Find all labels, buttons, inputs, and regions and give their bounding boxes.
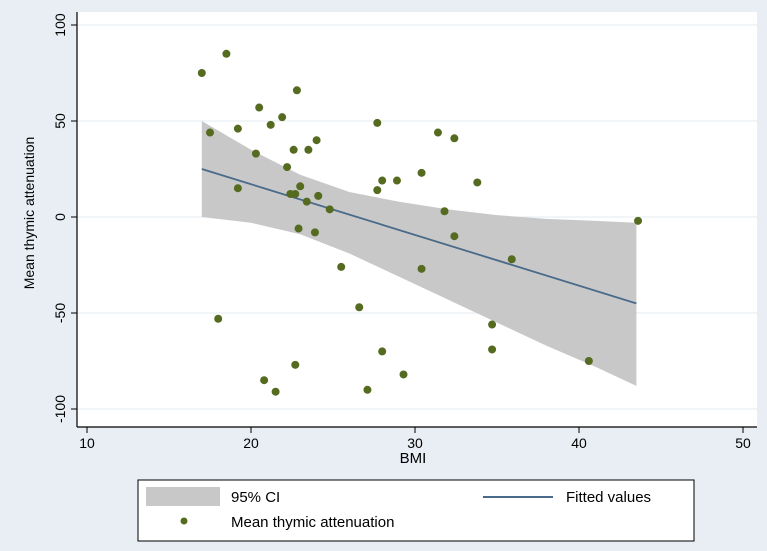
x-tick-label: 40 <box>571 435 587 451</box>
scatter-point <box>440 207 449 216</box>
legend-ci-swatch <box>146 487 220 506</box>
y-ticks-layer: -100 -50 0 50 100 <box>52 13 77 423</box>
scatter-point <box>233 124 242 133</box>
fit-line <box>201 168 637 305</box>
scatter-point <box>355 303 364 312</box>
legend-fit-label: Fitted values <box>566 489 651 506</box>
ci-band-layer <box>201 121 637 386</box>
scatter-point <box>473 178 482 187</box>
scatter-point <box>399 370 408 379</box>
scatter-point <box>363 385 372 394</box>
scatter-point <box>197 69 206 77</box>
scatter-point <box>291 360 300 369</box>
scatter-point <box>251 149 260 158</box>
scatter-point <box>450 232 459 241</box>
scatter-point <box>488 320 497 329</box>
scatter-point <box>283 163 292 172</box>
y-tick-label: 100 <box>52 13 68 37</box>
scatter-point <box>294 224 303 233</box>
scatter-point <box>417 168 426 177</box>
scatter-point <box>292 86 301 95</box>
axes-layer <box>76 12 757 428</box>
scatter-points-layer <box>197 49 643 396</box>
scatter-point <box>373 118 382 127</box>
scatter-point <box>266 120 275 129</box>
scatter-point <box>378 176 387 185</box>
scatter-point <box>417 264 426 273</box>
scatter-point <box>433 128 442 137</box>
fit-line-layer <box>201 168 637 305</box>
scatter-point <box>325 205 334 214</box>
scatter-point <box>634 216 643 225</box>
scatter-point <box>214 314 223 323</box>
x-tick-label: 30 <box>407 435 423 451</box>
scatter-point <box>312 136 321 145</box>
legend: 95% CI Fitted values Mean thymic attenua… <box>137 479 695 542</box>
x-ticks-layer: 10 20 30 40 50 <box>79 427 751 451</box>
y-axis-label: Mean thymic attenuation <box>21 137 37 290</box>
legend-ci-label: 95% CI <box>231 489 280 506</box>
scatter-point <box>302 197 311 206</box>
scatter-point <box>392 176 401 185</box>
scatter-point <box>271 387 280 396</box>
x-tick-label: 10 <box>79 435 95 451</box>
scatter-point <box>488 345 497 354</box>
scatter-point <box>291 189 300 198</box>
scatter-point <box>314 191 323 200</box>
legend-scatter-label: Mean thymic attenuation <box>231 514 394 531</box>
scatter-point <box>255 103 264 112</box>
x-tick-label: 20 <box>243 435 259 451</box>
scatter-point <box>373 186 382 195</box>
y-tick-label: 50 <box>52 113 68 129</box>
scatter-point <box>206 128 214 137</box>
scatter-point <box>260 376 269 385</box>
legend-box <box>137 479 695 542</box>
scatter-point <box>278 113 287 122</box>
ci-band <box>201 121 637 386</box>
scatter-point <box>337 262 346 271</box>
scatter-point <box>289 145 298 154</box>
scatter-point <box>378 347 387 356</box>
scatter-point <box>304 145 313 154</box>
y-tick-label: 0 <box>52 213 68 221</box>
scatter-point <box>233 184 242 193</box>
legend-scatter-marker <box>180 517 188 525</box>
scatter-point <box>584 357 593 365</box>
scatter-point <box>507 255 516 264</box>
scatter-point <box>296 182 305 191</box>
y-tick-label: -50 <box>52 303 68 323</box>
x-axis-label: BMI <box>400 450 427 467</box>
scatter-point <box>450 134 459 143</box>
scatter-point <box>222 49 231 58</box>
scatter-point <box>310 228 319 237</box>
x-tick-label: 50 <box>735 435 751 451</box>
y-tick-label: -100 <box>52 395 68 423</box>
